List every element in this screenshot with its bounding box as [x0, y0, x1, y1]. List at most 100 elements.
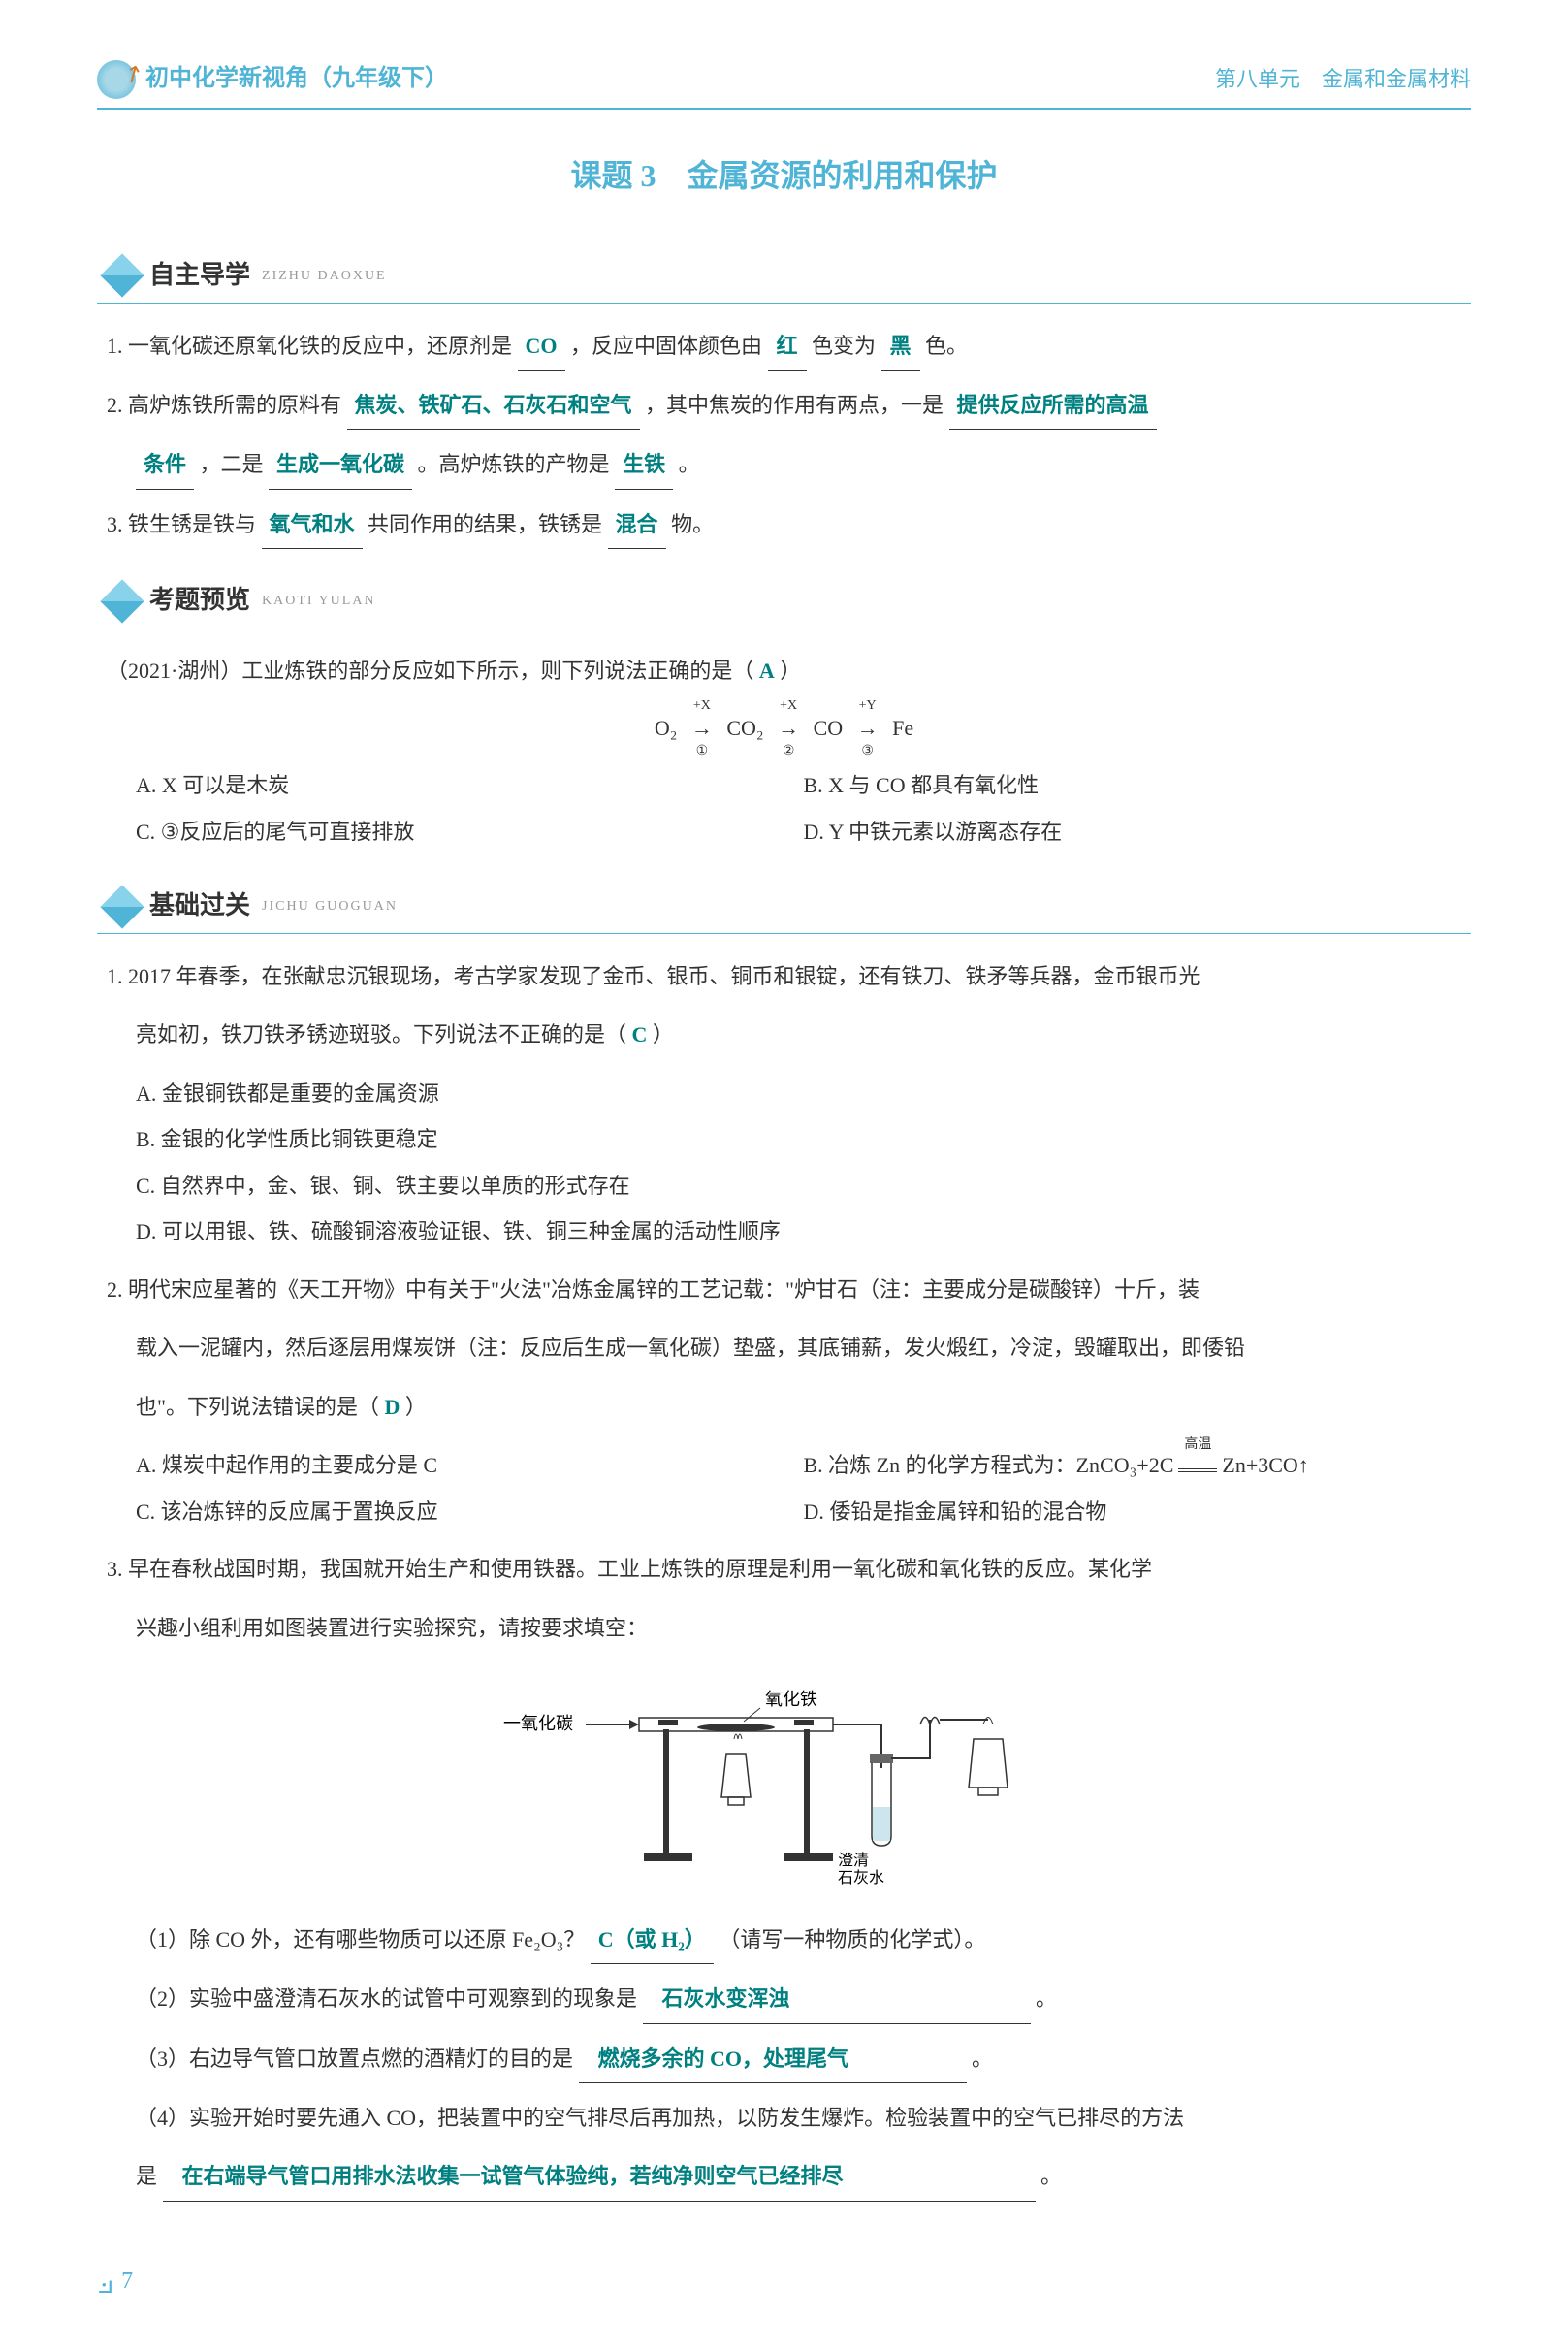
jichu-q1-options: A. 金银铜铁都是重要的金属资源 B. 金银的化学性质比铜铁更稳定 C. 自然界…	[136, 1071, 1471, 1255]
q3-line2: 兴趣小组利用如图装置进行实验探究，请按要求填空：	[136, 1616, 648, 1640]
lesson-title: 课题 3 金属资源的利用和保护	[97, 148, 1471, 205]
sub3-blank: 燃烧多余的 CO，处理尾气	[579, 2036, 967, 2083]
q1-blank1: CO	[518, 323, 565, 371]
q2-opt-a: A. 煤炭中起作用的主要成分是 C	[136, 1442, 804, 1489]
zizhu-q2-line2: 条件 ，二是 生成一氧化碳 。高炉炼铁的产物是 生铁 。	[97, 441, 1471, 489]
q1-blank2: 红	[768, 323, 807, 371]
page-header: ↗ 初中化学新视角（九年级下） 第八单元 金属和金属材料	[97, 58, 1471, 110]
q1-text: ，反应中固体颜色由	[570, 334, 762, 358]
q2-answer: D	[384, 1395, 400, 1419]
experiment-diagram: 一氧化碳 氧化铁 澄清 石灰水	[97, 1671, 1471, 1897]
q1-text: 色。	[925, 334, 968, 358]
q3-text: 物。	[671, 512, 714, 536]
q1-text: 色变为	[812, 334, 876, 358]
sub3-end: 。	[972, 2046, 993, 2071]
q1-opt-a: A. 金银铜铁都是重要的金属资源	[136, 1071, 1471, 1117]
option-a: A. X 可以是木炭	[136, 762, 804, 809]
q2-line1: 2. 明代宋应星著的《天工开物》中有关于"火法"冶炼金属锌的工艺记载："炉甘石（…	[107, 1277, 1200, 1302]
unit-title: 第八单元 金属和金属材料	[1215, 60, 1471, 99]
formula-fe: Fe	[892, 716, 913, 740]
q2-opt-c: C. 该冶炼锌的反应属于置换反应	[136, 1489, 804, 1535]
section-diamond-icon	[100, 579, 144, 623]
kaoti-text: （2021·湖州）工业炼铁的部分反应如下所示，则下列说法正确的是（	[107, 659, 753, 683]
book-title: 初中化学新视角（九年级下）	[145, 58, 448, 100]
kaoti-text-end: ）	[780, 659, 801, 683]
option-b: B. X 与 CO 都具有氧化性	[804, 762, 1472, 809]
header-left: ↗ 初中化学新视角（九年级下）	[97, 58, 448, 100]
section-zizhu-pinyin: ZIZHU DAOXUE	[262, 264, 387, 288]
zizhu-q1: 1. 一氧化碳还原氧化铁的反应中，还原剂是 CO ，反应中固体颜色由 红 色变为…	[97, 323, 1471, 371]
q1-line1: 1. 2017 年春季，在张献忠沉银现场，考古学家发现了金币、银币、铜币和银锭，…	[107, 964, 1200, 988]
section-kaoti-header: 考题预览 KAOTI YULAN	[97, 578, 1471, 628]
sub3-text: （3）右边导气管口放置点燃的酒精灯的目的是	[136, 2046, 573, 2071]
formula-o2: O₂	[655, 716, 678, 740]
q3-line1: 3. 早在春秋战国时期，我国就开始生产和使用铁器。工业上炼铁的原理是利用一氧化碳…	[107, 1557, 1152, 1581]
formula-co2: CO₂	[726, 716, 763, 740]
jichu-q1: 1. 2017 年春季，在张献忠沉银现场，考古学家发现了金币、银币、铜币和银锭，…	[97, 953, 1471, 1000]
header-logo-icon: ↗	[97, 60, 136, 99]
section-kaoti-title: 考题预览	[149, 578, 250, 624]
q1-line2: 亮如初，铁刀铁矛锈迹斑驳。下列说法不正确的是（	[136, 1022, 626, 1047]
q2-blank3: 生成一氧化碳	[269, 441, 412, 489]
section-jichu-header: 基础过关 JICHU GUOGUAN	[97, 884, 1471, 934]
sub1-blank: C（或 H₂）	[591, 1917, 714, 1964]
q1-blank3: 黑	[881, 323, 920, 371]
sub1-end: （请写一种物质的化学式）。	[719, 1927, 985, 1951]
q2-blank2b: 条件	[136, 441, 194, 489]
kaoti-options: A. X 可以是木炭 B. X 与 CO 都具有氧化性 C. ③反应后的尾气可直…	[136, 762, 1471, 854]
q1-answer: C	[632, 1022, 648, 1047]
sub2-end: 。	[1036, 1986, 1057, 2011]
sub4-text2: 是	[136, 2164, 157, 2188]
q2-blank2: 提供反应所需的高温	[949, 382, 1157, 430]
co-label: 一氧化碳	[503, 1714, 573, 1733]
q2-text: ，二是	[200, 452, 264, 476]
q2-opt-d: D. 倭铅是指金属锌和铅的混合物	[804, 1489, 1472, 1535]
jichu-q2-line2: 载入一泥罐内，然后逐层用煤炭饼（注：反应后生成一氧化碳）垫盛，其底铺薪，发火煅红…	[97, 1325, 1471, 1371]
jichu-q2-options: A. 煤炭中起作用的主要成分是 C B. 冶炼 Zn 的化学方程式为：ZnCO₃…	[136, 1442, 1471, 1534]
zizhu-q3: 3. 铁生锈是铁与 氧气和水 共同作用的结果，铁锈是 混合 物。	[97, 501, 1471, 549]
page-footer: ⟓ 7	[97, 2250, 1471, 2313]
q1-end: ）	[653, 1022, 674, 1047]
q1-opt-d: D. 可以用银、铁、硫酸铜溶液验证银、铁、铜三种金属的活动性顺序	[136, 1208, 1471, 1255]
formula-arrow1: +X → ①	[683, 709, 721, 748]
q2-end: ）	[405, 1395, 427, 1419]
option-c: C. ③反应后的尾气可直接排放	[136, 809, 804, 855]
sub1-text: （1）除 CO 外，还有哪些物质可以还原 Fe₂O₃？	[136, 1927, 585, 1951]
jichu-q3-sub1: （1）除 CO 外，还有哪些物质可以还原 Fe₂O₃？ C（或 H₂） （请写一…	[97, 1917, 1471, 1964]
jichu-q3-line2: 兴趣小组利用如图装置进行实验探究，请按要求填空：	[97, 1605, 1471, 1652]
sub2-blank: 石灰水变浑浊	[643, 1976, 1031, 2023]
jichu-q3-sub2: （2）实验中盛澄清石灰水的试管中可观察到的现象是 石灰水变浑浊 。	[97, 1976, 1471, 2023]
iron-oxide-label: 氧化铁	[765, 1690, 817, 1709]
q2-text: 。高炉炼铁的产物是	[418, 452, 610, 476]
q2-line2: 载入一泥罐内，然后逐层用煤炭饼（注：反应后生成一氧化碳）垫盛，其底铺薪，发火煅红…	[136, 1336, 1245, 1360]
q2-line3: 也"。下列说法错误的是（	[136, 1395, 379, 1419]
jichu-q3: 3. 早在春秋战国时期，我国就开始生产和使用铁器。工业上炼铁的原理是利用一氧化碳…	[97, 1546, 1471, 1593]
section-jichu-pinyin: JICHU GUOGUAN	[262, 894, 398, 918]
section-diamond-icon	[100, 885, 144, 928]
sub4-blank: 在右端导气管口用排水法收集一试管气体验纯，若纯净则空气已经排尽	[163, 2153, 1036, 2201]
jichu-q3-sub3: （3）右边导气管口放置点燃的酒精灯的目的是 燃烧多余的 CO，处理尾气 。	[97, 2036, 1471, 2083]
page-arc-icon: ⟓	[97, 2250, 113, 2313]
q2-text: ，其中焦炭的作用有两点，一是	[645, 393, 944, 417]
q1-text: 1. 一氧化碳还原氧化铁的反应中，还原剂是	[107, 334, 512, 358]
q3-text: 共同作用的结果，铁锈是	[368, 512, 602, 536]
q2-text: 。	[679, 452, 700, 476]
q3-blank1: 氧气和水	[262, 501, 363, 549]
jichu-q2-line3: 也"。下列说法错误的是（ D ）	[97, 1384, 1471, 1431]
sub4-text: （4）实验开始时要先通入 CO，把装置中的空气排尽后再加热，以防发生爆炸。检验装…	[136, 2106, 1184, 2130]
jichu-q2: 2. 明代宋应星著的《天工开物》中有关于"火法"冶炼金属锌的工艺记载："炉甘石（…	[97, 1267, 1471, 1313]
limewater-label-2: 石灰水	[838, 1869, 884, 1885]
q2-text: 2. 高炉炼铁所需的原料有	[107, 393, 341, 417]
section-diamond-icon	[100, 254, 144, 298]
kaoti-answer: A	[759, 659, 775, 683]
q1-opt-b: B. 金银的化学性质比铜铁更稳定	[136, 1116, 1471, 1163]
q2-blank4: 生铁	[615, 441, 673, 489]
formula-arrow3: +Y → ③	[848, 709, 887, 748]
jichu-q3-sub4b: 是 在右端导气管口用排水法收集一试管气体验纯，若纯净则空气已经排尽 。	[97, 2153, 1471, 2201]
kaoti-question: （2021·湖州）工业炼铁的部分反应如下所示，则下列说法正确的是（ A ）	[97, 648, 1471, 694]
limewater-label-1: 澄清	[838, 1852, 869, 1869]
q2-opt-b: B. 冶炼 Zn 的化学方程式为：ZnCO₃+2C高温Zn+3CO↑	[804, 1442, 1472, 1489]
section-zizhu-title: 自主导学	[149, 253, 250, 299]
jichu-q1-line2: 亮如初，铁刀铁矛锈迹斑驳。下列说法不正确的是（ C ）	[97, 1012, 1471, 1058]
formula-co: CO	[814, 716, 844, 740]
